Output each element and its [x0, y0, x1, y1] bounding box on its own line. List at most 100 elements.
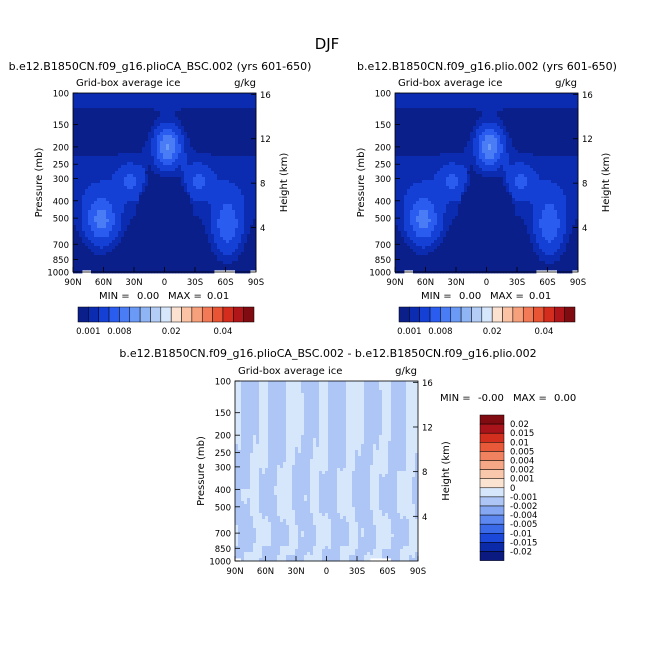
left-field-cell — [226, 183, 230, 187]
left-field-cell — [124, 138, 128, 142]
left-field-cell — [202, 264, 206, 268]
left-field-cell — [148, 234, 152, 238]
right-field-cell — [533, 120, 537, 124]
left-field-cell — [112, 231, 116, 235]
left-field-cell — [136, 195, 140, 199]
right-field-cell — [524, 147, 528, 151]
left-field-cell — [223, 114, 227, 118]
left-field-cell — [133, 198, 137, 202]
left-field-cell — [103, 198, 107, 202]
right-field-cell — [404, 102, 408, 106]
left-field-cell — [247, 165, 251, 169]
left-field-cell — [241, 234, 245, 238]
left-field-cell — [157, 189, 161, 193]
left-field-cell — [235, 210, 239, 214]
left-field-cell — [250, 183, 254, 187]
left-field-cell — [211, 165, 215, 169]
left-field-cell — [85, 267, 89, 271]
left-field-cell — [103, 132, 107, 136]
right-field-cell — [545, 114, 549, 118]
left-field-cell — [187, 99, 191, 103]
left-field-cell — [160, 99, 164, 103]
left-field-cell — [214, 213, 218, 217]
left-field-cell — [166, 186, 170, 190]
left-field-cell — [118, 264, 122, 268]
left-field-cell — [166, 162, 170, 166]
right-field-cell — [491, 132, 495, 136]
left-field-cell — [154, 225, 158, 229]
left-field-cell — [253, 153, 257, 157]
left-field-cell — [160, 114, 164, 118]
left-field-cell — [169, 207, 173, 211]
left-field-cell — [190, 186, 194, 190]
left-field-cell — [118, 99, 122, 103]
left-field-cell — [127, 129, 131, 133]
left-field-cell — [88, 195, 92, 199]
left-field-cell — [187, 192, 191, 196]
left-field-cell — [151, 141, 155, 145]
left-field-cell — [169, 246, 173, 250]
right-field-cell — [467, 105, 471, 109]
right-field-cell — [458, 135, 462, 139]
left-field-cell — [187, 168, 191, 172]
right-field-cell — [446, 99, 450, 103]
left-field-cell — [190, 108, 194, 112]
right-field-cell — [446, 114, 450, 118]
left-field-cell — [226, 204, 230, 208]
left-field-cell — [118, 150, 122, 154]
right-field-cell — [446, 120, 450, 124]
right-field-cell — [533, 117, 537, 121]
left-field-cell — [121, 195, 125, 199]
left-field-cell — [172, 174, 176, 178]
left-field-cell — [94, 135, 98, 139]
left-field-cell — [217, 228, 221, 232]
left-field-cell — [85, 120, 89, 124]
left-field-cell — [250, 234, 254, 238]
left-field-cell — [226, 123, 230, 127]
left-field-cell — [148, 201, 152, 205]
left-ytick-right-label: 16 — [260, 91, 271, 101]
left-field-cell — [115, 255, 119, 259]
left-field-cell — [226, 105, 230, 109]
left-field-cell — [106, 231, 110, 235]
left-field-cell — [187, 219, 191, 223]
left-field-cell — [154, 267, 158, 271]
left-field-cell — [139, 156, 143, 160]
left-field-cell — [238, 111, 242, 115]
left-field-cell — [196, 126, 200, 130]
left-field-cell — [109, 135, 113, 139]
right-field-cell — [425, 93, 429, 97]
left-field-cell — [196, 192, 200, 196]
left-field-cell — [235, 111, 239, 115]
left-field-cell — [79, 180, 83, 184]
right-field-cell — [428, 93, 432, 97]
right-field-cell — [485, 120, 489, 124]
right-field-cell — [470, 123, 474, 127]
left-field-cell — [226, 261, 230, 265]
left-field-cell — [202, 153, 206, 157]
left-field-cell — [82, 243, 86, 247]
right-field-cell — [467, 129, 471, 133]
left-field-cell — [205, 108, 209, 112]
left-field-cell — [109, 96, 113, 100]
left-field-cell — [169, 237, 173, 241]
left-field-cell — [73, 198, 77, 202]
left-field-cell — [253, 177, 257, 181]
left-field-cell — [127, 153, 131, 157]
left-field-cell — [220, 126, 224, 130]
left-field-cell — [241, 177, 245, 181]
right-field-cell — [428, 138, 432, 142]
right-field-cell — [521, 120, 525, 124]
right-field-cell — [521, 102, 525, 106]
left-field-cell — [244, 123, 248, 127]
left-field-cell — [145, 195, 149, 199]
left-field-cell — [253, 135, 257, 139]
left-field-cell — [139, 177, 143, 181]
left-field-cell — [172, 264, 176, 268]
left-field-cell — [130, 150, 134, 154]
left-field-cell — [238, 243, 242, 247]
left-field-cell — [85, 114, 89, 118]
left-field-cell — [88, 162, 92, 166]
left-field-cell — [73, 138, 77, 142]
left-field-cell — [112, 111, 116, 115]
